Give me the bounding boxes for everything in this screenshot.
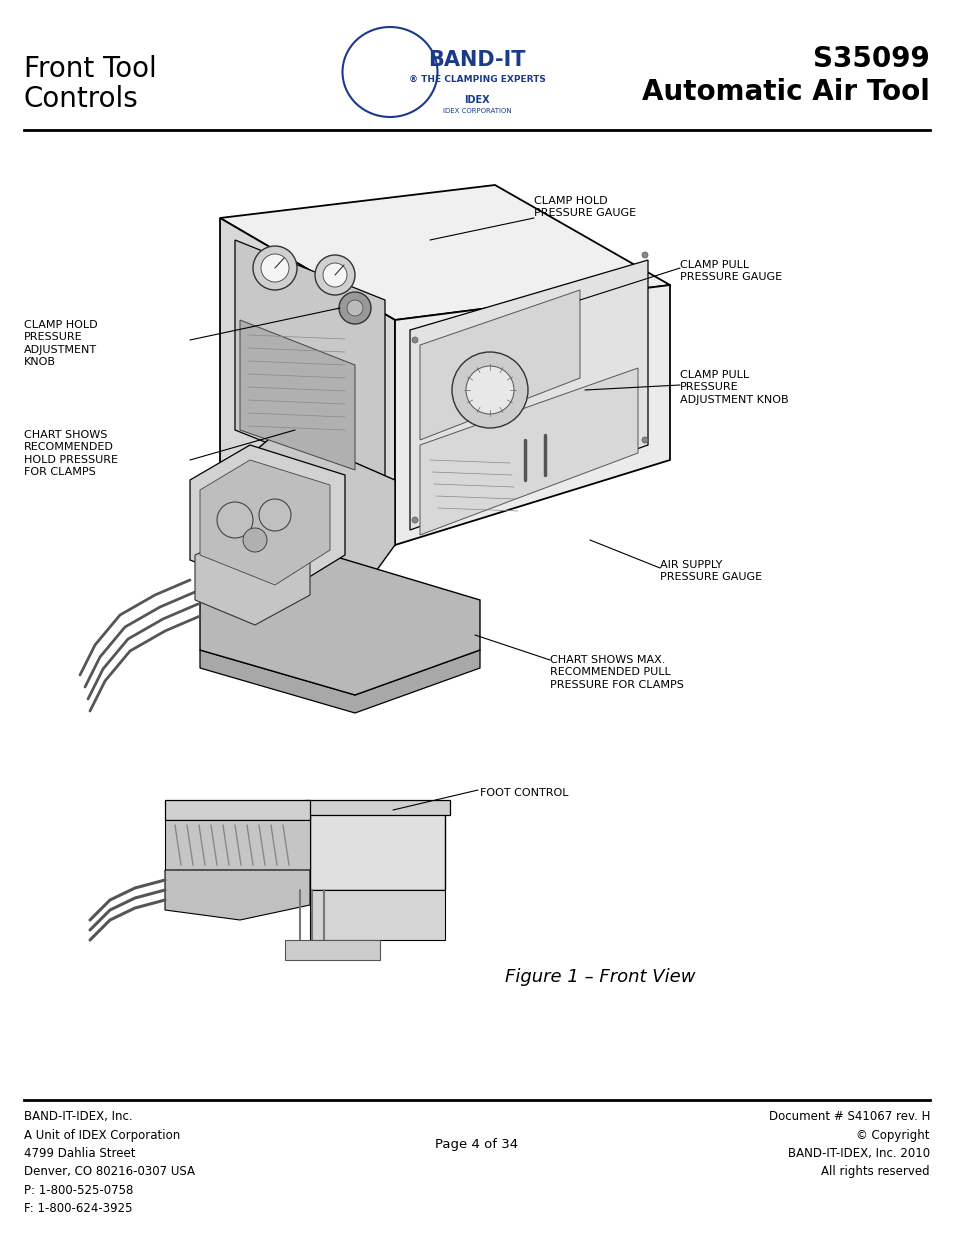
Circle shape xyxy=(323,263,347,287)
Text: CLAMP HOLD
PRESSURE GAUGE: CLAMP HOLD PRESSURE GAUGE xyxy=(534,195,636,219)
Text: CHART SHOWS MAX.
RECOMMENDED PULL
PRESSURE FOR CLAMPS: CHART SHOWS MAX. RECOMMENDED PULL PRESSU… xyxy=(550,655,683,690)
Circle shape xyxy=(338,291,371,324)
Text: BAND-IT: BAND-IT xyxy=(428,49,525,70)
Text: Page 4 of 34: Page 4 of 34 xyxy=(435,1137,518,1151)
Polygon shape xyxy=(234,240,385,490)
Text: AIR SUPPLY
PRESSURE GAUGE: AIR SUPPLY PRESSURE GAUGE xyxy=(659,559,761,583)
Text: IDEX: IDEX xyxy=(464,95,489,105)
Text: Document # S41067 rev. H
© Copyright
BAND-IT-IDEX, Inc. 2010
All rights reserved: Document # S41067 rev. H © Copyright BAN… xyxy=(768,1110,929,1178)
Polygon shape xyxy=(305,800,450,815)
Circle shape xyxy=(347,300,363,316)
Text: CLAMP PULL
PRESSURE
ADJUSTMENT KNOB: CLAMP PULL PRESSURE ADJUSTMENT KNOB xyxy=(679,370,788,405)
Polygon shape xyxy=(165,820,310,869)
Circle shape xyxy=(465,366,514,414)
Polygon shape xyxy=(220,185,669,320)
Circle shape xyxy=(412,517,417,522)
Polygon shape xyxy=(220,219,395,545)
Polygon shape xyxy=(240,320,355,471)
Circle shape xyxy=(243,529,267,552)
Polygon shape xyxy=(310,810,444,890)
Text: FOOT CONTROL: FOOT CONTROL xyxy=(479,788,568,798)
Polygon shape xyxy=(200,558,479,695)
Circle shape xyxy=(216,501,253,538)
Text: Controls: Controls xyxy=(24,85,138,112)
Polygon shape xyxy=(410,261,647,530)
Text: BAND-IT-IDEX, Inc.
A Unit of IDEX Corporation
4799 Dahlia Street
Denver, CO 8021: BAND-IT-IDEX, Inc. A Unit of IDEX Corpor… xyxy=(24,1110,194,1215)
Text: CLAMP HOLD
PRESSURE
ADJUSTMENT
KNOB: CLAMP HOLD PRESSURE ADJUSTMENT KNOB xyxy=(24,320,97,367)
Polygon shape xyxy=(285,940,379,960)
Circle shape xyxy=(253,246,296,290)
Polygon shape xyxy=(165,800,310,820)
Polygon shape xyxy=(395,285,669,545)
Text: S35099: S35099 xyxy=(812,44,929,73)
Polygon shape xyxy=(310,890,444,940)
Text: CHART SHOWS
RECOMMENDED
HOLD PRESSURE
FOR CLAMPS: CHART SHOWS RECOMMENDED HOLD PRESSURE FO… xyxy=(24,430,118,477)
Circle shape xyxy=(261,254,289,282)
Polygon shape xyxy=(220,430,395,600)
Polygon shape xyxy=(419,290,579,440)
Circle shape xyxy=(641,252,647,258)
Circle shape xyxy=(641,437,647,443)
Polygon shape xyxy=(419,368,638,535)
Text: CLAMP PULL
PRESSURE GAUGE: CLAMP PULL PRESSURE GAUGE xyxy=(679,261,781,283)
Polygon shape xyxy=(165,869,310,920)
Circle shape xyxy=(452,352,527,429)
Text: ® THE CLAMPING EXPERTS: ® THE CLAMPING EXPERTS xyxy=(408,75,545,84)
Polygon shape xyxy=(190,445,345,595)
Circle shape xyxy=(314,254,355,295)
Circle shape xyxy=(258,499,291,531)
Circle shape xyxy=(412,337,417,343)
Polygon shape xyxy=(194,530,310,625)
Text: Front Tool: Front Tool xyxy=(24,56,156,83)
Polygon shape xyxy=(200,650,479,713)
Text: Automatic Air Tool: Automatic Air Tool xyxy=(641,78,929,106)
Text: IDEX CORPORATION: IDEX CORPORATION xyxy=(442,107,511,114)
Text: Figure 1 – Front View: Figure 1 – Front View xyxy=(504,968,695,986)
Polygon shape xyxy=(200,459,330,585)
